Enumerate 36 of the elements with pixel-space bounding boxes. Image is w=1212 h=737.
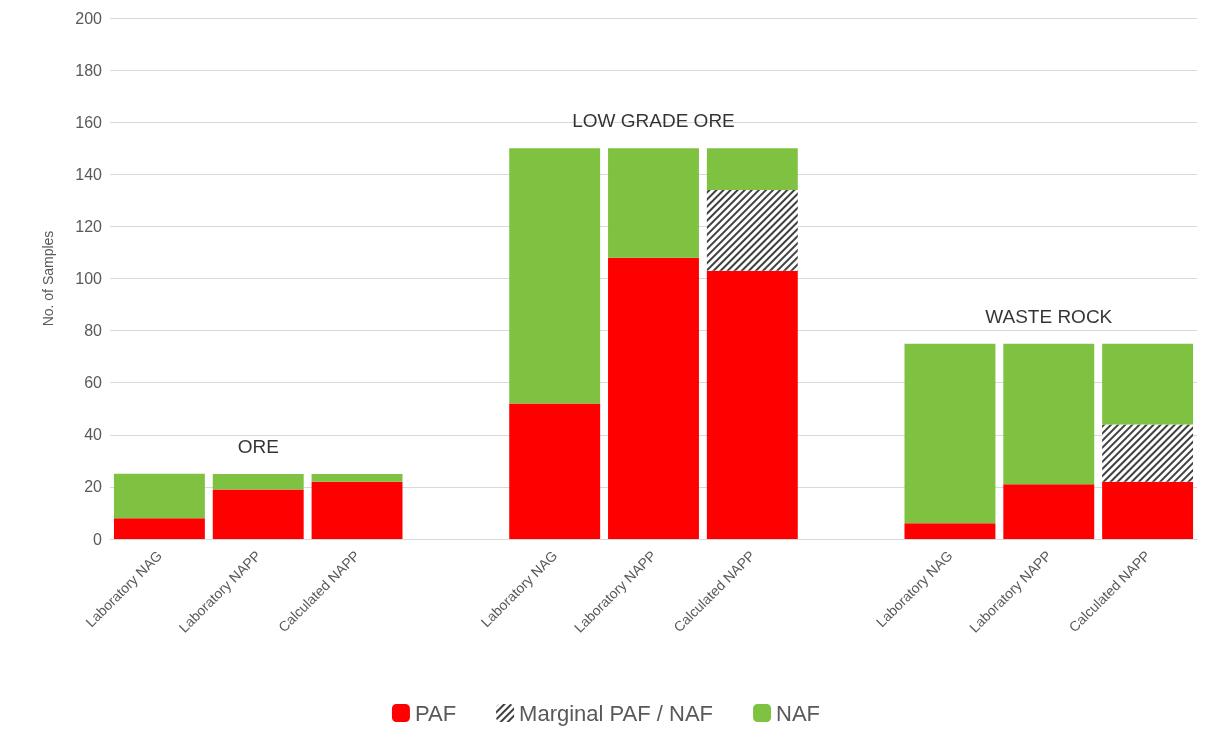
y-tick-label: 120 xyxy=(75,217,103,235)
bar xyxy=(904,343,996,524)
bar xyxy=(311,481,403,539)
y-axis-title: No. of Samples xyxy=(40,230,56,327)
y-tick-label: 160 xyxy=(75,113,103,131)
bar xyxy=(212,489,304,539)
y-tick-label: 40 xyxy=(84,426,103,444)
bar xyxy=(1102,343,1194,425)
bar xyxy=(706,148,798,190)
y-tick-label: 200 xyxy=(75,9,103,27)
bar xyxy=(509,148,601,404)
y-tick-label: 0 xyxy=(93,530,103,548)
bar xyxy=(706,270,798,539)
y-tick-label: 100 xyxy=(75,270,103,287)
bar xyxy=(509,403,601,539)
legend-label: Marginal PAF / NAF xyxy=(519,700,714,726)
annotation: WASTE ROCK xyxy=(985,305,1113,327)
y-tick-label: 80 xyxy=(84,322,103,340)
legend-label: NAF xyxy=(776,700,821,726)
annotation: LOW GRADE ORE xyxy=(572,110,735,132)
y-tick-label: 140 xyxy=(75,165,103,183)
legend-label: PAF xyxy=(414,700,457,726)
bar xyxy=(1003,343,1095,485)
y-tick-label: 20 xyxy=(84,478,103,496)
bar xyxy=(608,148,699,258)
y-tick-label: 180 xyxy=(75,61,103,79)
bar xyxy=(113,473,205,519)
bar xyxy=(212,473,304,490)
y-tick-label: 60 xyxy=(84,374,103,392)
bar xyxy=(1003,484,1095,539)
bar xyxy=(311,473,403,482)
annotation: ORE xyxy=(237,435,279,457)
bar xyxy=(113,518,205,539)
bar xyxy=(1102,481,1194,539)
bar xyxy=(904,523,996,539)
bar xyxy=(608,257,699,539)
